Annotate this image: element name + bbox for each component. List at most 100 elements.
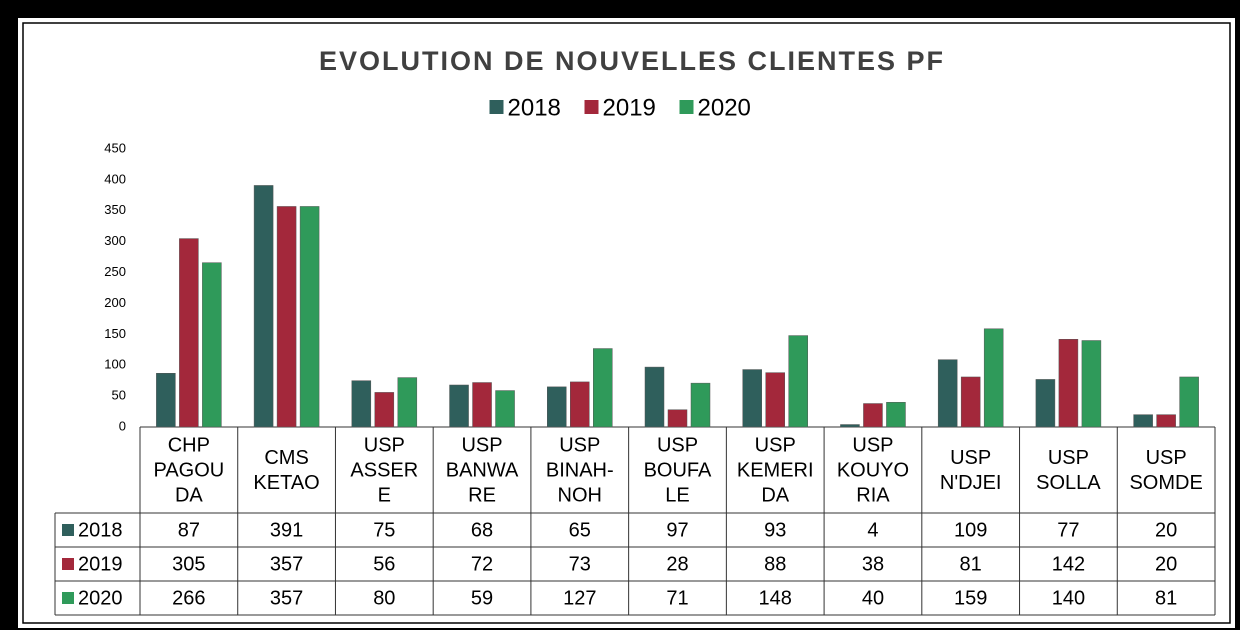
table-value: 81 <box>960 553 982 575</box>
bar <box>788 335 808 428</box>
x-tick-label: CMS <box>264 447 308 469</box>
x-tick-label: USP <box>1048 447 1089 469</box>
x-tick-label: USP <box>559 434 600 456</box>
bar <box>202 262 222 428</box>
x-tick-label: BOUFA <box>644 459 712 481</box>
x-tick-label: N'DJEI <box>940 472 1002 494</box>
x-tick-label: DA <box>175 484 203 506</box>
x-tick-label: NOH <box>558 484 602 506</box>
x-tick-label: USP <box>950 447 991 469</box>
bar <box>179 238 199 428</box>
x-tick-label: DA <box>761 484 789 506</box>
legend-swatch <box>489 100 504 114</box>
bar <box>644 366 665 428</box>
bar <box>840 424 860 428</box>
y-tick-label: 100 <box>104 357 126 372</box>
x-tick-label: USP <box>461 434 502 456</box>
bar <box>765 372 785 428</box>
bar <box>1179 376 1199 428</box>
table-value: 80 <box>373 587 395 609</box>
table-value: 65 <box>569 519 591 541</box>
x-tick-label: RE <box>468 484 496 506</box>
x-tick-label: USP <box>657 434 698 456</box>
table-value: 88 <box>764 553 786 575</box>
bar <box>351 380 372 428</box>
table-value: 391 <box>270 519 303 541</box>
bar <box>1058 339 1079 428</box>
table-value: 159 <box>954 587 987 609</box>
legend-swatch <box>584 100 599 114</box>
legend-label: 2020 <box>698 94 751 121</box>
table-value: 68 <box>471 519 493 541</box>
table-value: 75 <box>373 519 395 541</box>
bar <box>886 402 906 428</box>
x-tick-label: USP <box>1146 447 1187 469</box>
x-tick-label: RIA <box>856 484 890 506</box>
table-value: 93 <box>764 519 786 541</box>
bar <box>593 348 613 428</box>
table-value: 127 <box>563 587 596 609</box>
bar <box>374 392 395 428</box>
x-tick-label: SOMDE <box>1129 472 1202 494</box>
bar <box>547 386 567 428</box>
table-value: 140 <box>1052 587 1085 609</box>
x-tick-label: KOUYO <box>837 459 909 481</box>
table-value: 20 <box>1155 519 1177 541</box>
x-tick-label: USP <box>364 434 405 456</box>
x-tick-label: ASSER <box>350 459 418 481</box>
x-tick-label: BINAH- <box>546 459 614 481</box>
bar <box>960 376 981 428</box>
bar <box>299 206 320 428</box>
x-tick-label: KEMERI <box>737 459 814 481</box>
table-value: 87 <box>178 519 200 541</box>
bar <box>449 384 469 428</box>
table-row-label: 2018 <box>78 519 123 541</box>
table-value: 59 <box>471 587 493 609</box>
table-value: 4 <box>867 519 878 541</box>
bar <box>156 373 176 428</box>
y-tick-label: 200 <box>104 295 126 310</box>
y-tick-label: 0 <box>119 418 126 433</box>
table-value: 357 <box>270 553 303 575</box>
legend-label: 2019 <box>603 94 656 121</box>
chart-title: EVOLUTION DE NOUVELLES CLIENTES PF <box>319 46 945 76</box>
table-value: 20 <box>1155 553 1177 575</box>
table-value: 40 <box>862 587 884 609</box>
y-tick-label: 450 <box>104 140 126 155</box>
table-legend-swatch <box>62 558 74 570</box>
table-value: 81 <box>1155 587 1177 609</box>
y-tick-label: 150 <box>104 326 126 341</box>
table-value: 77 <box>1057 519 1079 541</box>
bar <box>1081 340 1102 428</box>
y-tick-label: 50 <box>112 388 126 403</box>
table-value: 305 <box>172 553 205 575</box>
table-value: 71 <box>666 587 688 609</box>
bar <box>570 381 590 428</box>
bar <box>742 369 762 428</box>
table-legend-swatch <box>62 592 74 604</box>
x-tick-label: LE <box>665 484 689 506</box>
bar <box>690 382 711 428</box>
table-value: 109 <box>954 519 987 541</box>
bar <box>472 382 492 428</box>
x-tick-label: BANWA <box>446 459 519 481</box>
table-row-label: 2020 <box>78 587 123 609</box>
table-value: 28 <box>666 553 688 575</box>
table-value: 142 <box>1052 553 1085 575</box>
table-value: 73 <box>569 553 591 575</box>
bar <box>667 409 688 428</box>
frame-line <box>22 22 1231 624</box>
table-value: 148 <box>759 587 792 609</box>
y-tick-label: 250 <box>104 264 126 279</box>
table-value: 38 <box>862 553 884 575</box>
bar <box>397 377 418 428</box>
table-value: 357 <box>270 587 303 609</box>
bar <box>983 328 1004 428</box>
y-tick-label: 300 <box>104 233 126 248</box>
x-tick-label: CHP <box>168 434 210 456</box>
bar <box>253 185 274 428</box>
bar <box>495 390 515 428</box>
bar <box>937 359 958 428</box>
y-tick-label: 350 <box>104 202 126 217</box>
